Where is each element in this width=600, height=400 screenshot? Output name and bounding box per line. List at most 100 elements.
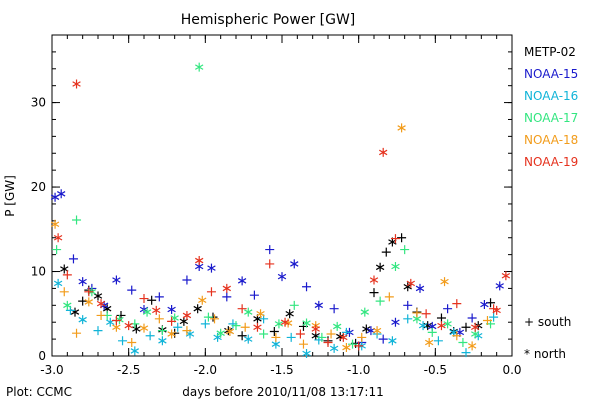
north-point: [302, 348, 311, 358]
north-point: [290, 259, 299, 269]
south-point: [249, 290, 259, 300]
legend: METP-02 NOAA-15 NOAA-16 NOAA-17 NOAA-18 NOAA-…: [524, 45, 578, 169]
south-point: [72, 328, 82, 338]
north-point: [360, 307, 369, 317]
north-point: [195, 256, 204, 266]
north-point: [379, 147, 388, 157]
south-point: [461, 348, 471, 358]
south-point: [482, 316, 492, 326]
y-tick-label: 30: [31, 96, 46, 110]
south-point: [286, 332, 296, 342]
south-point: [62, 270, 72, 280]
south-point: [111, 316, 121, 326]
north-point: [369, 275, 379, 285]
north-point: [302, 318, 311, 328]
south-point: [443, 304, 453, 314]
south-point: [237, 331, 247, 341]
south-point: [489, 312, 499, 322]
south-point: [403, 314, 413, 324]
north-point: [195, 62, 204, 72]
north-point: [375, 262, 385, 272]
north-point: [78, 315, 87, 325]
north-point: [237, 276, 247, 286]
north-point: [142, 307, 152, 317]
north-marker-legend: * north: [524, 347, 566, 361]
south-point: [222, 292, 232, 302]
south-point: [436, 313, 446, 323]
north-point: [339, 332, 348, 342]
south-point: [317, 332, 327, 342]
north-point: [391, 317, 400, 327]
south-point: [237, 304, 247, 314]
north-point: [495, 281, 504, 291]
north-point: [501, 271, 511, 281]
north-point: [132, 324, 141, 334]
south-point: [369, 288, 379, 298]
south-point: [302, 282, 312, 292]
north-point: [362, 324, 371, 334]
south-point: [139, 294, 149, 304]
north-point: [216, 328, 225, 338]
north-point: [158, 336, 167, 346]
north-point: [72, 79, 81, 89]
x-tick-label: -0.5: [424, 363, 447, 377]
x-tick-label: 0.0: [502, 363, 521, 377]
x-tick-label: -1.5: [270, 363, 293, 377]
south-point: [467, 313, 477, 323]
south-point: [203, 312, 213, 322]
south-point: [329, 304, 339, 314]
chart-title: Hemispheric Power [GW]: [181, 12, 356, 28]
north-point: [406, 278, 415, 288]
south-point: [68, 254, 78, 264]
north-point: [152, 305, 161, 315]
north-point: [84, 297, 93, 307]
south-point: [154, 314, 164, 324]
south-point: [289, 300, 299, 310]
legend-item-noaa-16: NOAA-16: [524, 89, 578, 103]
north-point: [53, 233, 63, 243]
x-tick-label: -2.0: [194, 363, 217, 377]
south-point: [381, 247, 391, 257]
north-point: [244, 334, 253, 344]
south-point: [326, 329, 336, 339]
north-point: [388, 336, 397, 346]
north-point: [167, 329, 176, 339]
south-point: [154, 292, 164, 302]
north-point: [397, 123, 406, 133]
south-point: [240, 322, 250, 332]
south-point: [400, 245, 410, 255]
north-point: [372, 326, 382, 336]
south-point: [421, 309, 431, 319]
north-point: [280, 317, 290, 327]
north-point: [440, 277, 449, 287]
south-point: [127, 337, 137, 347]
south-point: [323, 337, 333, 347]
north-point: [437, 321, 446, 331]
south-point: [231, 321, 241, 331]
x-tick-label: -2.5: [117, 363, 140, 377]
south-point: [412, 308, 422, 318]
north-point: [311, 324, 320, 334]
north-point: [253, 322, 262, 332]
x-axis-label: days before 2010/11/08 13:17:11: [182, 385, 383, 399]
south-point: [348, 339, 358, 349]
north-point: [314, 300, 323, 310]
south-point: [84, 287, 94, 297]
north-point: [207, 263, 216, 273]
south-point: [147, 295, 157, 305]
north-point: [124, 321, 133, 331]
north-point: [63, 300, 72, 310]
series-noaa-18: [50, 123, 492, 353]
series-metp-02: [60, 233, 496, 348]
south-point: [173, 322, 183, 332]
north-point: [329, 343, 339, 353]
legend-item-noaa-15: NOAA-15: [524, 67, 578, 81]
north-point: [244, 307, 253, 317]
south-marker-legend: + south: [524, 315, 571, 329]
north-point: [167, 305, 176, 315]
north-point: [391, 261, 400, 271]
south-point: [200, 319, 210, 329]
north-point: [285, 309, 294, 319]
south-point: [265, 259, 275, 269]
south-point: [210, 314, 220, 324]
